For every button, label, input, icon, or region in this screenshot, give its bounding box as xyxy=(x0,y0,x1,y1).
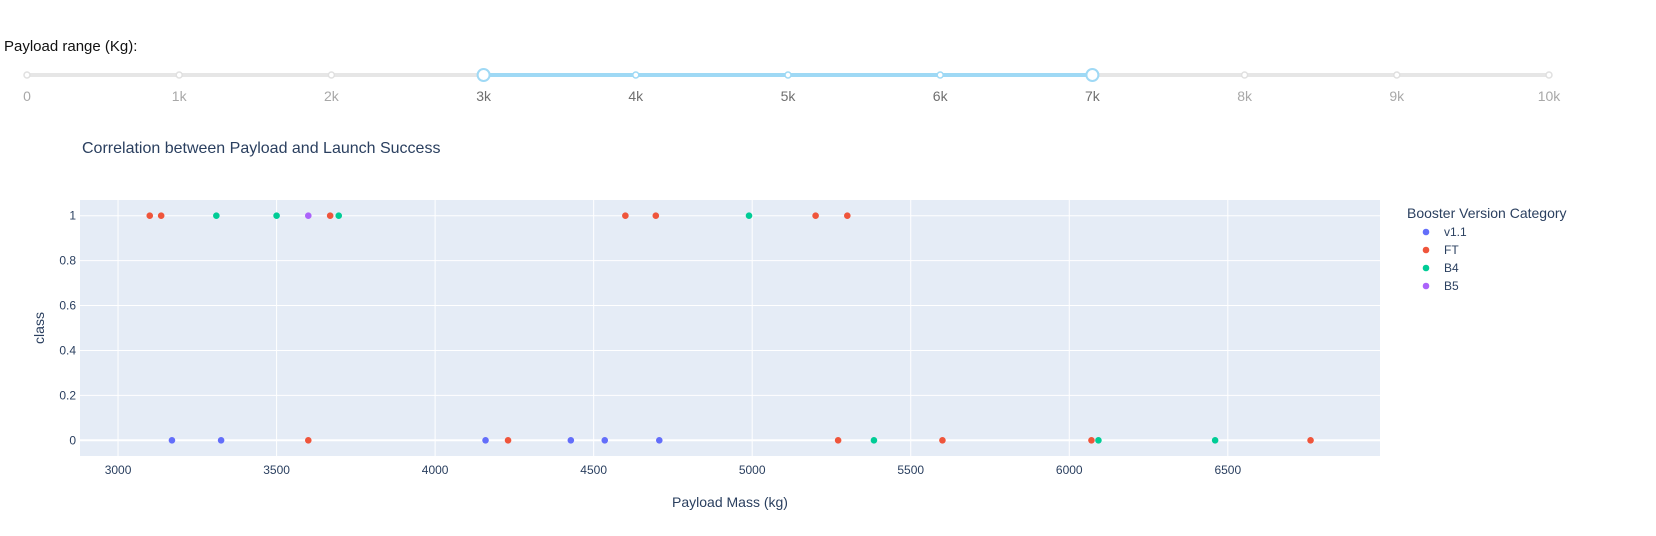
slider-mark-dot xyxy=(1545,71,1553,79)
chart-title: Correlation between Payload and Launch S… xyxy=(82,140,440,157)
scatter-point-v11 xyxy=(217,436,225,444)
slider-mark-label: 5k xyxy=(781,88,797,104)
scatter-point-v11 xyxy=(655,436,663,444)
scatter-point-v11 xyxy=(567,436,575,444)
scatter-point-ft xyxy=(622,212,629,220)
x-tick-label: 6500 xyxy=(1214,463,1241,477)
scatter-point-b4 xyxy=(335,212,343,220)
x-axis-label: Payload Mass (kg) xyxy=(672,494,788,510)
x-tick-label: 3500 xyxy=(263,463,290,477)
scatter-point-ft xyxy=(939,436,946,444)
scatter-point-v11 xyxy=(482,436,489,444)
y-axis-label: class xyxy=(31,312,47,344)
y-tick-label: 0.4 xyxy=(59,343,76,357)
slider-mark-label: 9k xyxy=(1389,88,1405,104)
scatter-point-ft xyxy=(844,212,851,220)
scatter-point-b4 xyxy=(213,212,220,220)
payload-range-label: Payload range (Kg): xyxy=(4,38,138,55)
legend-marker[interactable] xyxy=(1422,282,1430,290)
x-tick-label: 5500 xyxy=(897,463,924,477)
y-tick-label: 0.2 xyxy=(59,388,76,402)
slider-mark-label: 2k xyxy=(324,88,340,104)
x-tick-label: 4500 xyxy=(580,463,607,477)
scatter-point-b4 xyxy=(1211,436,1219,444)
payload-success-scatter-chart: Correlation between Payload and Launch S… xyxy=(31,140,1567,510)
payload-range-slider[interactable]: 0 1k 2k 3k 4k 5k 6k 7k 8k 9k 10k xyxy=(0,60,1656,110)
slider-mark-dot xyxy=(1393,71,1401,79)
legend-marker[interactable] xyxy=(1422,264,1430,272)
slider-mark-dot xyxy=(1240,71,1249,79)
legend-item-label[interactable]: B5 xyxy=(1444,279,1459,293)
slider-max-handle[interactable] xyxy=(1085,68,1100,82)
slider-mark-label: 7k xyxy=(1085,88,1101,104)
x-tick-label: 4000 xyxy=(422,463,449,477)
x-tick-label: 5000 xyxy=(739,463,766,477)
scatter-point-ft xyxy=(146,212,154,220)
scatter-point-b4 xyxy=(745,212,753,220)
scatter-point-ft xyxy=(157,212,165,220)
scatter-point-ft xyxy=(304,436,312,444)
y-tick-label: 0.8 xyxy=(59,254,76,268)
scatter-point-ft xyxy=(326,212,334,220)
scatter-point-ft xyxy=(652,212,660,220)
y-tick-label: 0.6 xyxy=(59,299,76,313)
scatter-point-ft xyxy=(504,436,512,444)
scatter-point-ft xyxy=(1088,436,1095,444)
scatter-point-ft xyxy=(834,436,842,444)
legend-item-label[interactable]: FT xyxy=(1444,243,1459,257)
slider-min-handle[interactable] xyxy=(476,68,491,82)
legend-marker[interactable] xyxy=(1422,228,1430,236)
legend-item-label[interactable]: v1.1 xyxy=(1444,225,1467,239)
y-tick-label: 1 xyxy=(69,209,76,223)
y-tick-label: 0 xyxy=(69,433,76,447)
slider-mark-label: 6k xyxy=(933,88,949,104)
x-tick-label: 3000 xyxy=(105,463,132,477)
scatter-point-ft xyxy=(1307,436,1314,444)
slider-mark-dot xyxy=(23,71,31,79)
slider-mark-label: 1k xyxy=(172,88,188,104)
x-tick-label: 6000 xyxy=(1056,463,1083,477)
scatter-point-ft xyxy=(812,212,819,220)
legend-item-label[interactable]: B4 xyxy=(1444,261,1459,275)
slider-mark-dot xyxy=(632,71,640,79)
slider-mark-dot xyxy=(784,71,792,79)
slider-mark-label: 3k xyxy=(476,88,492,104)
slider-mark-label: 4k xyxy=(628,88,644,104)
slider-mark-dot xyxy=(936,71,944,79)
slider-mark-dot xyxy=(327,71,336,79)
scatter-point-v11 xyxy=(601,436,609,444)
plot-area xyxy=(80,200,1380,456)
slider-mark-label: 10k xyxy=(1538,88,1562,104)
slider-mark-dot xyxy=(175,71,183,79)
scatter-point-b5 xyxy=(304,212,312,220)
legend-title: Booster Version Category xyxy=(1407,205,1567,221)
scatter-point-b4 xyxy=(1095,436,1102,444)
slider-mark-label: 8k xyxy=(1237,88,1253,104)
scatter-point-b4 xyxy=(273,212,280,220)
legend-marker[interactable] xyxy=(1422,246,1430,254)
scatter-point-v11 xyxy=(168,436,176,444)
scatter-point-b4 xyxy=(870,436,878,444)
slider-mark-label: 0 xyxy=(23,88,31,104)
